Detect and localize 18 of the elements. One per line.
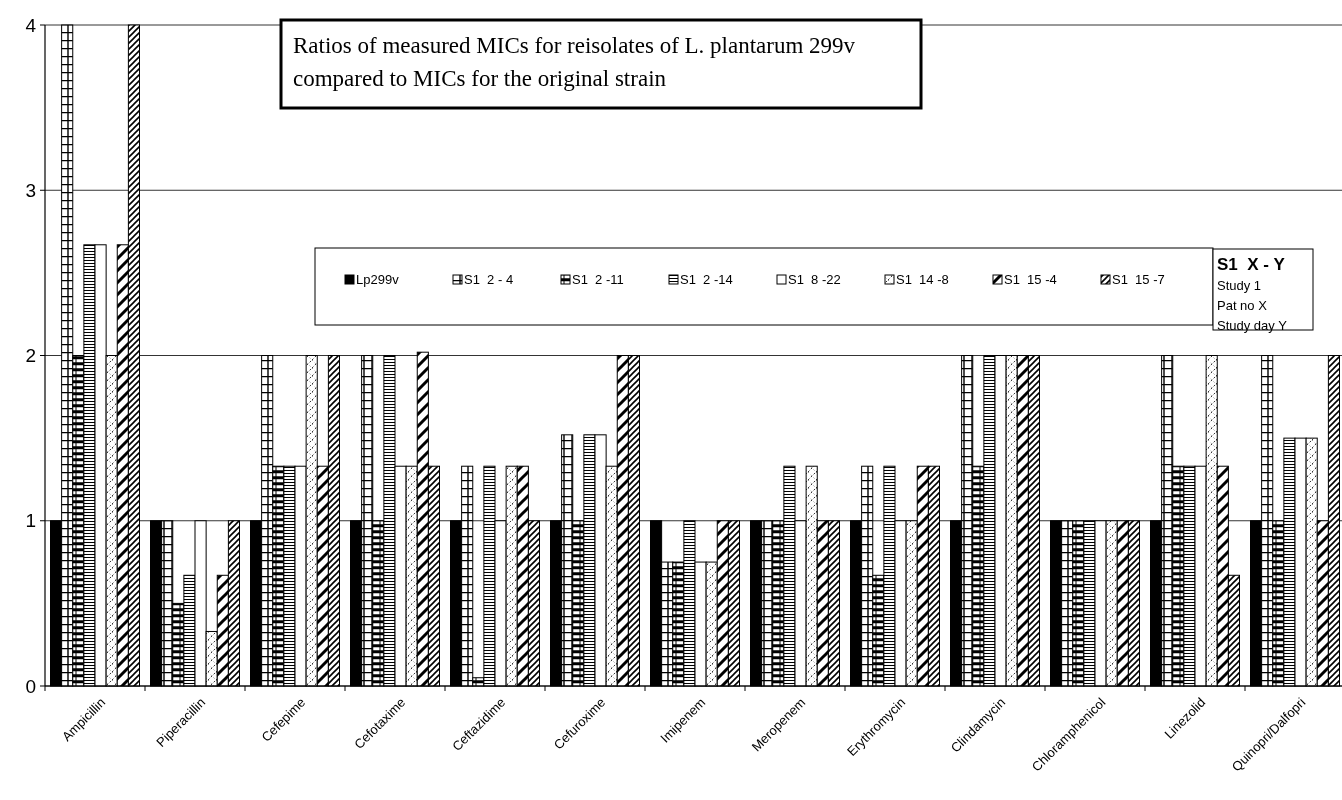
y-tick-label: 3 <box>25 179 36 201</box>
legend-label: S1 15 -7 <box>1112 272 1165 287</box>
legend-label: Lp299v <box>356 272 400 287</box>
legend-label: S1 8 -22 <box>788 272 841 287</box>
legend-label: S1 2 -11 <box>572 272 624 287</box>
y-tick-label: 2 <box>25 345 36 367</box>
y-tick-label: 1 <box>25 510 36 532</box>
legend-label: S1 14 -8 <box>896 272 949 287</box>
y-tick-label: 4 <box>25 14 37 36</box>
y-tick-label: 0 <box>25 675 36 697</box>
legend-label: S1 2 - 4 <box>464 272 514 287</box>
annotation: Pat no X <box>1217 298 1268 313</box>
annotation: S1 X - Y <box>1217 255 1286 274</box>
annotation: Study 1 <box>1217 278 1262 293</box>
annotation: Study day Y <box>1217 318 1288 333</box>
legend-label: S1 2 -14 <box>680 272 733 287</box>
text: Ratios of measured MICs for reisolates of L. plantarum 299v compared to MICs for the original strain <box>293 33 856 91</box>
legend-label: S1 15 -4 <box>1004 272 1057 287</box>
